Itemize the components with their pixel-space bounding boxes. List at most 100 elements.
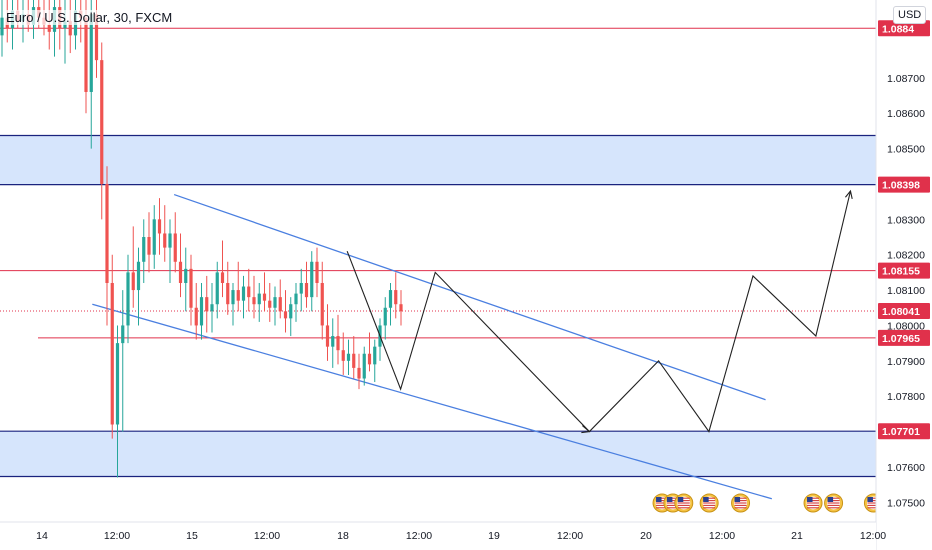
price-tick-label: 1.07600: [887, 462, 925, 474]
zone-rect-1: [0, 431, 876, 477]
candle-body: [241, 286, 246, 301]
candle-body: [304, 282, 309, 298]
time-tick-label: 12:00: [406, 530, 432, 542]
us-canton: [677, 497, 684, 502]
price-label-text: 1.07701: [882, 426, 920, 438]
level-price-label: [878, 329, 930, 346]
candle-body: [325, 325, 330, 347]
candle-body: [346, 353, 351, 361]
channel-line-0: [173, 193, 766, 401]
projection-layer: [346, 189, 853, 434]
time-tick-label: 20: [640, 530, 652, 542]
candle-body: [362, 353, 366, 379]
time-tick-label: 12:00: [104, 530, 130, 542]
price-label-text: 1.08398: [882, 180, 920, 192]
time-axis-bg: [0, 522, 876, 550]
price-tick-label: 1.08700: [887, 73, 925, 85]
price-tick-label: 1.08000: [887, 320, 925, 332]
candle-body: [331, 336, 335, 347]
channel-layer: [92, 193, 773, 500]
candle-body: [168, 233, 172, 248]
candle-body: [373, 346, 377, 365]
level-price-label: [878, 262, 930, 279]
candle-body: [226, 282, 230, 305]
levels-layer: [0, 27, 876, 339]
us-canton: [703, 497, 709, 502]
us-flag-icon-2: [674, 493, 694, 513]
level-price-label: [878, 423, 930, 440]
price-tick-label: 1.08300: [887, 214, 925, 226]
us-canton: [807, 497, 813, 502]
candle-body: [268, 300, 272, 308]
level-price-label: [878, 20, 930, 37]
candle-body: [152, 219, 156, 255]
candle-body: [157, 219, 162, 234]
candle-body: [262, 293, 267, 301]
us-canton: [827, 497, 834, 502]
candle-body: [220, 272, 225, 283]
projection-path: [346, 190, 852, 433]
symbol-title: Euro / U.S. Dollar, 30, FXCM: [4, 10, 175, 25]
price-tick-label: 1.07800: [887, 391, 925, 403]
candle-body: [341, 350, 345, 361]
zones-layer: [0, 134, 876, 478]
candle-body: [178, 261, 183, 283]
candle-body: [257, 293, 261, 305]
time-tick-label: 21: [791, 530, 803, 542]
candle-body: [273, 297, 277, 308]
candle-body: [131, 272, 135, 291]
price-label-text: 1.08041: [882, 306, 920, 318]
price-tick-label: 1.08200: [887, 250, 925, 262]
candle-body: [163, 233, 167, 248]
candle-body: [388, 290, 393, 308]
time-tick-label: 12:00: [557, 530, 583, 542]
candle-body: [184, 268, 188, 283]
candle-body: [205, 297, 209, 312]
us-canton: [734, 497, 741, 502]
candle-body: [47, 24, 51, 32]
us-flag-icon-4: [731, 493, 751, 513]
us-canton: [656, 497, 662, 502]
candle-body: [110, 282, 114, 425]
candle-body: [173, 233, 177, 262]
time-tick-label: 19: [488, 530, 500, 542]
us-flag-icon-6: [824, 493, 844, 513]
level-price-label: [878, 176, 930, 193]
candle-body: [320, 282, 324, 326]
price-label-text: 1.08155: [882, 266, 920, 278]
price-tick-label: 1.08600: [887, 108, 925, 120]
candle-body: [136, 261, 141, 291]
projection-arrowhead-mid: [581, 425, 591, 434]
candle-body: [352, 353, 356, 368]
candle-body: [100, 60, 104, 184]
events-layer: [652, 493, 906, 513]
price-label-text: 1.07965: [882, 333, 920, 345]
candle-body: [357, 367, 361, 379]
us-flag-icon-3: [699, 493, 719, 513]
price-tick-label: 1.07500: [887, 497, 925, 509]
time-tick-label: 12:00: [860, 530, 886, 542]
candle-body: [121, 325, 125, 344]
candle-body: [394, 290, 398, 305]
candle-body: [247, 286, 251, 298]
candle-body: [142, 237, 146, 262]
candle-body: [0, 17, 4, 36]
candle-body: [299, 282, 303, 294]
us-canton: [666, 497, 673, 502]
candle-body: [315, 261, 319, 283]
candle-body: [336, 336, 340, 351]
candle-body: [68, 21, 72, 36]
candle-body: [94, 14, 99, 61]
candle-body: [84, 17, 88, 92]
candle-body: [231, 290, 235, 305]
currency-button[interactable]: USD: [893, 6, 927, 24]
time-tick-label: 18: [337, 530, 349, 542]
candles-layer: [0, 0, 403, 478]
candle-body: [289, 304, 293, 319]
candle-body: [236, 290, 240, 301]
candle-body: [115, 343, 120, 425]
candle-body: [210, 304, 214, 312]
time-tick-label: 12:00: [709, 530, 735, 542]
price-tick-label: 1.07900: [887, 356, 925, 368]
